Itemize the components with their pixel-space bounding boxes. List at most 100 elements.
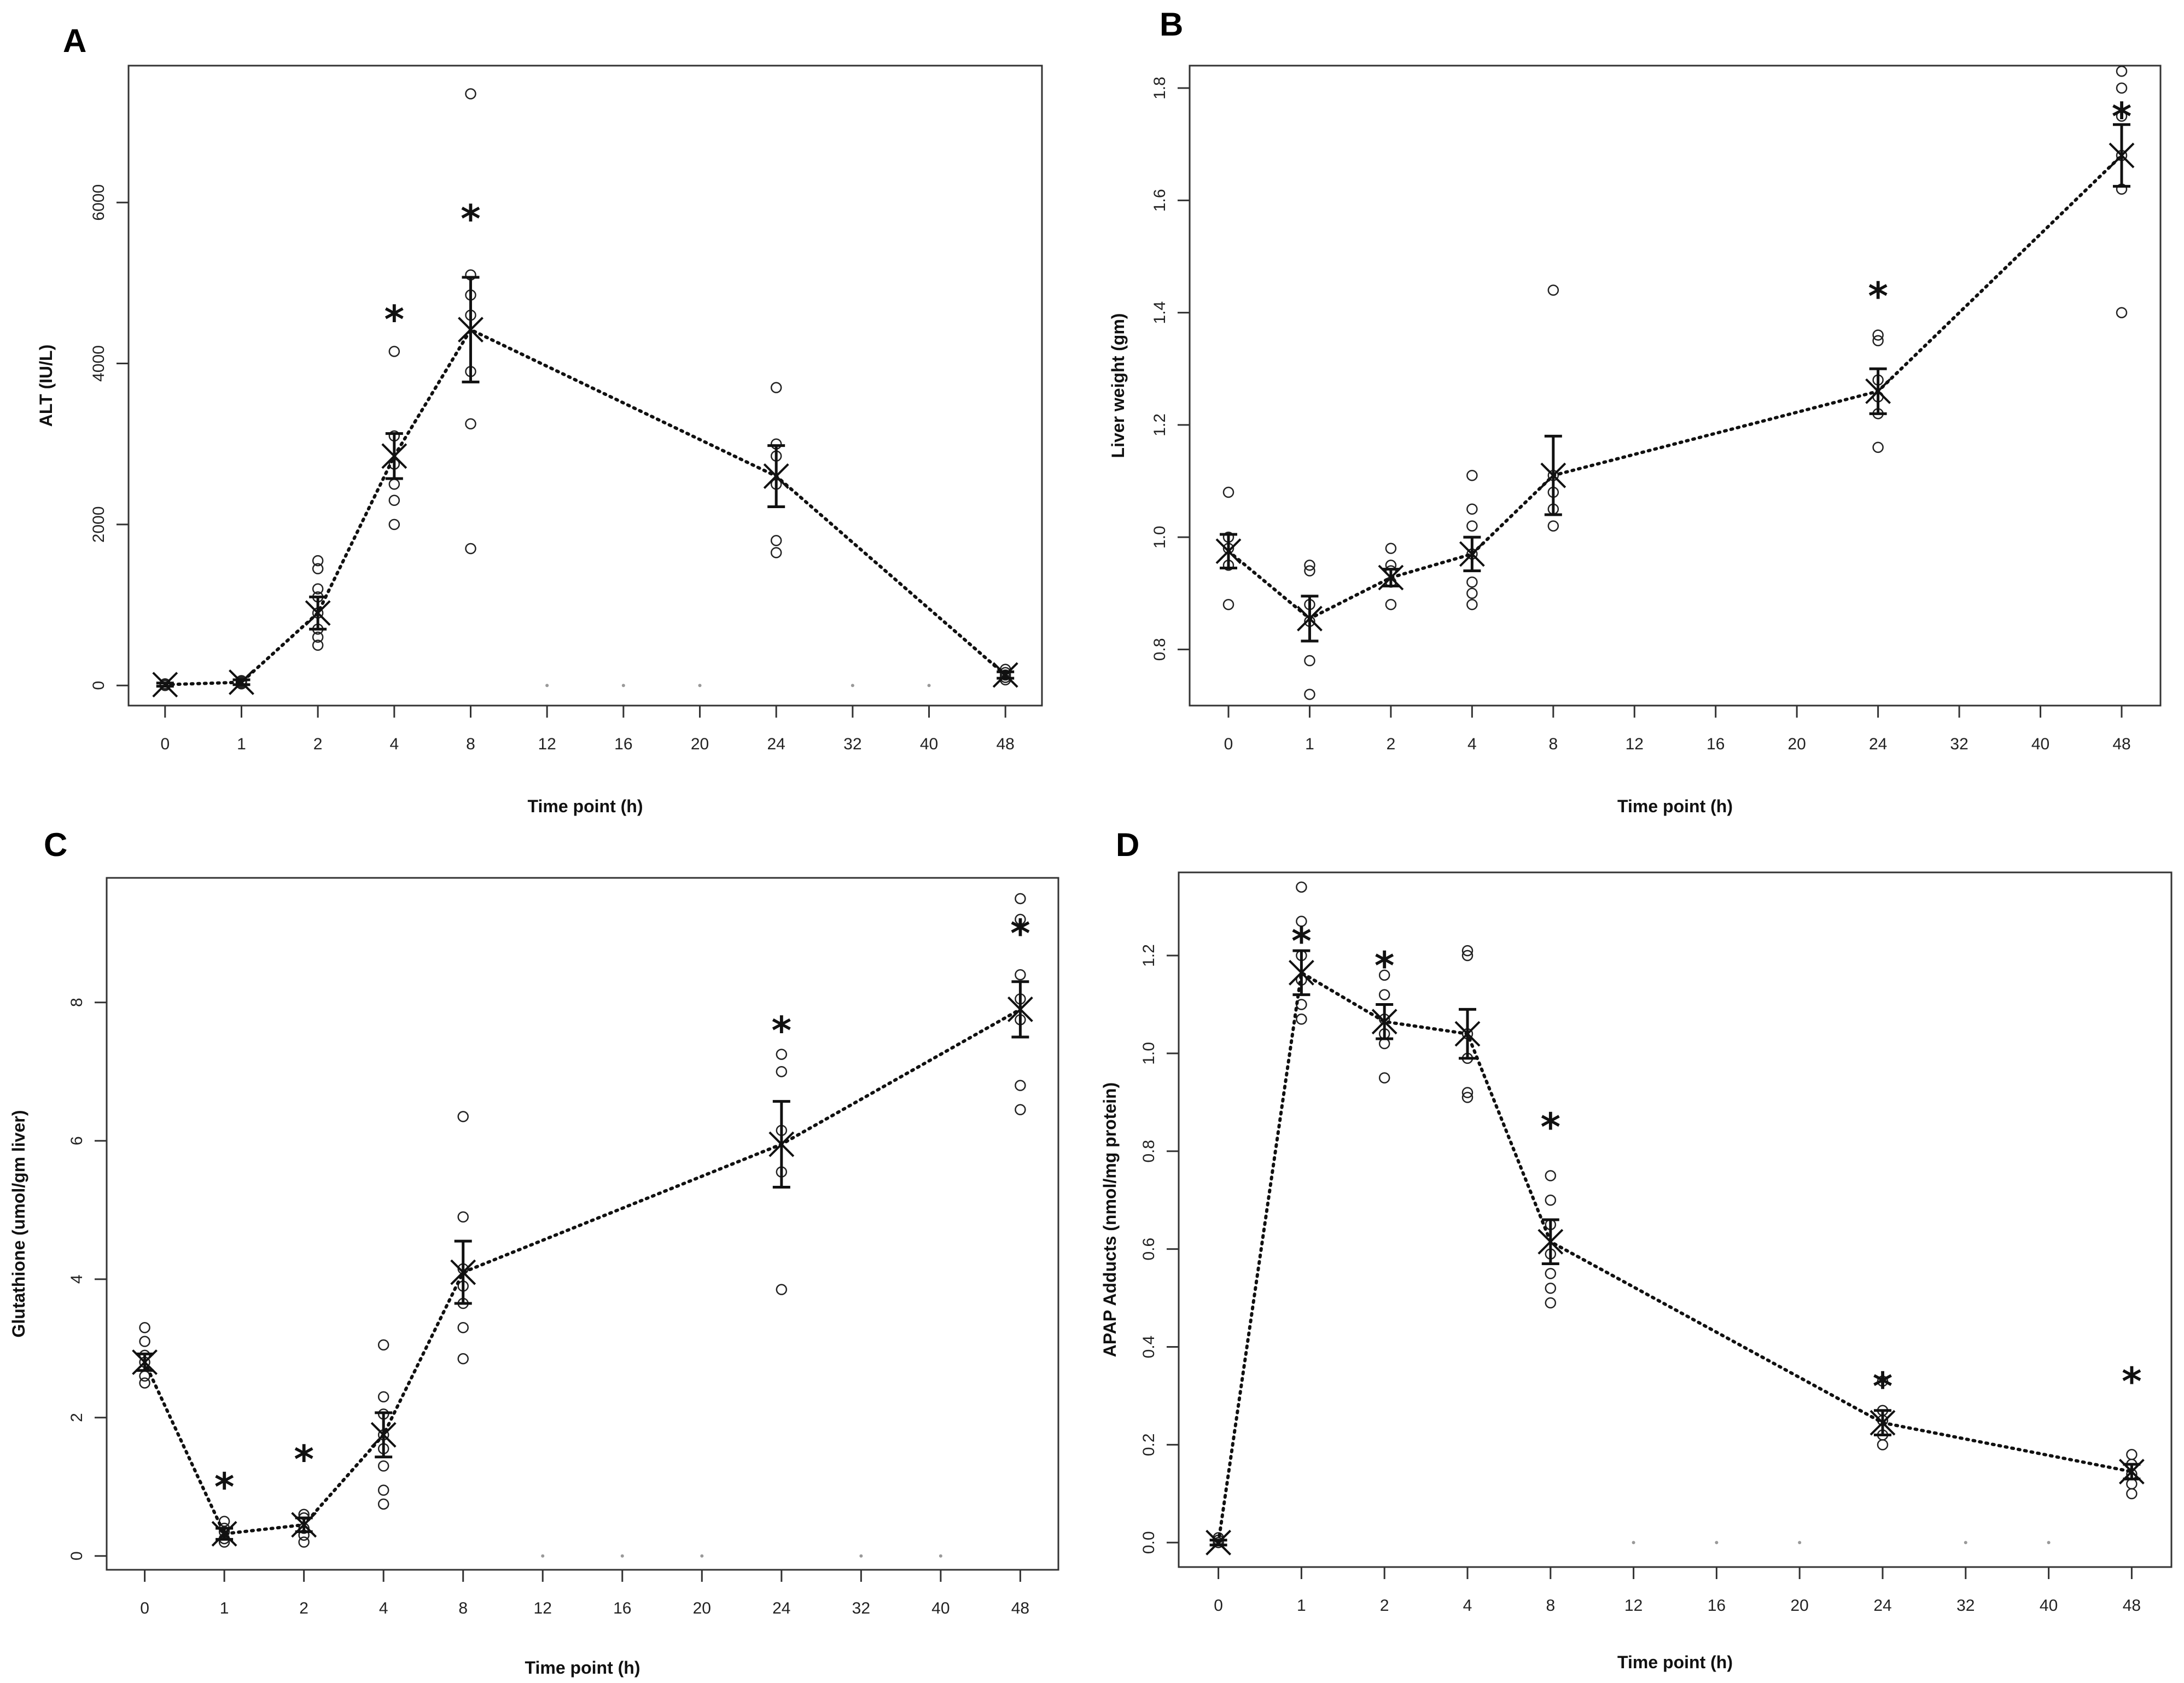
x-tick-label: 4 bbox=[389, 735, 399, 753]
y-axis-label: ALT (IU/L) bbox=[36, 345, 56, 427]
x-tick-label: 24 bbox=[1869, 735, 1887, 753]
data-point bbox=[1385, 599, 1397, 610]
baseline-marker bbox=[620, 1554, 624, 1558]
y-tick-label: 1.4 bbox=[1151, 301, 1169, 324]
x-tick-label: 8 bbox=[466, 735, 475, 753]
baseline-marker bbox=[1798, 1541, 1802, 1545]
mean-marker bbox=[2109, 142, 2135, 168]
data-point bbox=[1222, 486, 1234, 498]
data-point bbox=[139, 1322, 150, 1333]
data-point bbox=[1466, 587, 1478, 599]
mean-marker bbox=[132, 1349, 158, 1375]
y-axis-label: APAP Adducts (nmol/mg protein) bbox=[1100, 1082, 1120, 1358]
data-point bbox=[312, 555, 324, 567]
significance-marker: * bbox=[214, 1465, 235, 1510]
data-point bbox=[465, 88, 476, 100]
x-tick-label: 1 bbox=[1297, 1597, 1306, 1615]
x-tick-label: 12 bbox=[538, 735, 556, 753]
data-point bbox=[2116, 110, 2128, 122]
y-tick-label: 0 bbox=[68, 1551, 86, 1560]
data-point bbox=[1547, 520, 1559, 532]
data-point bbox=[1461, 945, 1474, 957]
mean-marker bbox=[1869, 1410, 1896, 1436]
data-point bbox=[1545, 1170, 1557, 1181]
data-point bbox=[1466, 520, 1478, 532]
baseline-marker bbox=[859, 1554, 863, 1558]
data-point bbox=[1877, 1439, 1889, 1451]
data-point bbox=[139, 1336, 150, 1347]
mean-trend-line bbox=[1227, 154, 2123, 621]
mean-marker bbox=[1297, 605, 1323, 632]
x-tick-label: 32 bbox=[843, 735, 861, 753]
x-tick-label: 0 bbox=[160, 735, 170, 753]
data-point bbox=[1877, 1375, 1889, 1387]
x-tick-label: 0 bbox=[1214, 1597, 1223, 1615]
significance-marker: * bbox=[385, 298, 405, 342]
x-tick-label: 24 bbox=[772, 1599, 790, 1617]
data-point bbox=[770, 382, 782, 393]
data-point bbox=[1466, 576, 1478, 588]
y-tick-label: 4 bbox=[68, 1274, 86, 1284]
data-point bbox=[457, 1353, 469, 1365]
mean-marker bbox=[1865, 378, 1891, 404]
mean-marker bbox=[1459, 541, 1485, 567]
data-point bbox=[377, 1460, 389, 1472]
data-point bbox=[377, 1339, 389, 1351]
data-point bbox=[1378, 969, 1390, 981]
baseline-marker bbox=[541, 1554, 545, 1558]
data-point bbox=[1304, 689, 1315, 700]
x-tick-label: 2 bbox=[299, 1599, 308, 1617]
y-tick-label: 2000 bbox=[90, 506, 108, 543]
x-axis-label: Time point (h) bbox=[1617, 1652, 1733, 1672]
x-tick-label: 32 bbox=[1950, 735, 1968, 753]
plot-frame bbox=[106, 877, 1059, 1571]
mean-marker bbox=[1371, 1009, 1397, 1035]
x-axis-label: Time point (h) bbox=[1617, 796, 1733, 816]
data-point bbox=[1015, 969, 1026, 981]
baseline-marker bbox=[700, 1554, 704, 1558]
data-point bbox=[457, 1211, 469, 1223]
y-tick-label: 0 bbox=[90, 681, 108, 690]
data-point bbox=[1466, 469, 1478, 481]
baseline-marker bbox=[545, 684, 549, 688]
baseline-marker bbox=[1715, 1541, 1719, 1545]
mean-marker bbox=[381, 443, 407, 469]
mean-marker bbox=[763, 463, 789, 489]
y-tick-label: 1.2 bbox=[1140, 944, 1158, 967]
baseline-marker bbox=[698, 684, 702, 688]
x-tick-label: 12 bbox=[1624, 1597, 1643, 1615]
y-tick-label: 6 bbox=[68, 1136, 86, 1145]
data-point bbox=[377, 1484, 389, 1496]
data-point bbox=[1385, 543, 1397, 554]
x-tick-label: 20 bbox=[693, 1599, 711, 1617]
data-point bbox=[2116, 66, 2128, 77]
data-point bbox=[298, 1536, 310, 1548]
data-point bbox=[776, 1284, 788, 1295]
data-point bbox=[457, 1322, 469, 1333]
data-point bbox=[1304, 655, 1315, 667]
data-point bbox=[1461, 1092, 1474, 1103]
data-point bbox=[1461, 950, 1474, 962]
x-tick-label: 40 bbox=[2031, 735, 2049, 753]
x-tick-label: 32 bbox=[852, 1599, 870, 1617]
data-point bbox=[1015, 913, 1026, 925]
mean-marker bbox=[1288, 959, 1314, 986]
data-point bbox=[1015, 893, 1026, 905]
panel-letter: D bbox=[1116, 826, 1139, 863]
baseline-marker bbox=[927, 684, 931, 688]
baseline-marker bbox=[939, 1554, 942, 1558]
data-point bbox=[1378, 1072, 1390, 1084]
data-point bbox=[388, 479, 400, 490]
mean-trend-line bbox=[143, 1008, 1022, 1536]
data-point bbox=[1296, 1014, 1307, 1025]
x-axis-label: Time point (h) bbox=[525, 1658, 640, 1678]
x-tick-label: 8 bbox=[1548, 735, 1558, 753]
data-point bbox=[2116, 307, 2128, 318]
data-point bbox=[1872, 329, 1884, 341]
y-tick-label: 0.6 bbox=[1140, 1238, 1158, 1261]
significance-marker: * bbox=[1375, 944, 1395, 988]
x-tick-label: 32 bbox=[1956, 1597, 1975, 1615]
data-point bbox=[1466, 599, 1478, 610]
